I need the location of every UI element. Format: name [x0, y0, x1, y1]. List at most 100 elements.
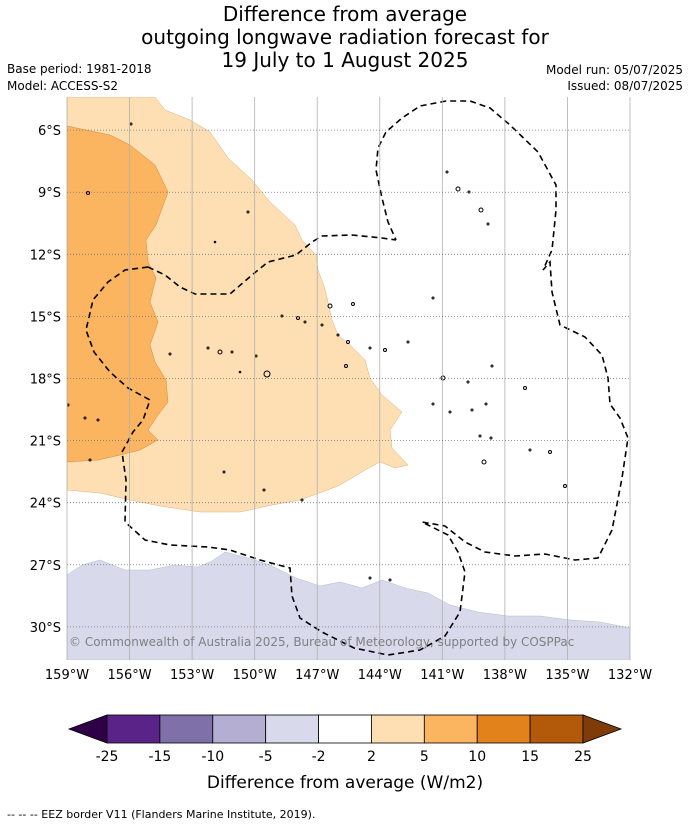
base-period-label: Base period: 1981-2018	[7, 62, 152, 76]
x-tick-label: 147°W	[295, 668, 339, 683]
y-tick-label: 12°S	[30, 248, 61, 263]
chart-title-line-3: 19 July to 1 August 2025	[221, 48, 469, 72]
y-tick-label: 21°S	[30, 435, 61, 450]
island-marker	[368, 576, 372, 580]
island-marker	[440, 375, 446, 381]
colorbar-swatch	[106, 714, 161, 744]
island-marker	[484, 402, 488, 406]
y-tick-label: 24°S	[30, 497, 61, 512]
y-tick-label: 30°S	[30, 621, 61, 636]
island-marker	[320, 323, 324, 327]
anomaly-region-5-to-10	[67, 125, 169, 463]
island-marker	[217, 349, 223, 355]
colorbar-tick-label: -10	[201, 749, 224, 765]
colorbar-tick-label: -2	[312, 749, 326, 765]
island-marker	[129, 122, 133, 126]
island-marker	[431, 296, 435, 300]
island-marker	[478, 434, 482, 438]
eez-border-footnote: -- -- -- EEZ border V11 (Flanders Marine…	[7, 808, 316, 821]
island-marker	[481, 459, 487, 465]
island-marker	[455, 186, 461, 192]
y-tick-label: 9°S	[38, 186, 61, 201]
longitude-ticks: 159°W 156°W 153°W 150°W 147°W 144°W 141°W 138°W…	[45, 668, 652, 683]
colorbar-swatch	[265, 714, 319, 744]
y-tick-label: 18°S	[30, 373, 61, 388]
island-marker	[168, 352, 172, 356]
island-marker	[351, 302, 355, 306]
colorbar-swatch	[371, 714, 425, 744]
island-markers	[67, 122, 567, 582]
x-tick-label: 150°W	[233, 668, 277, 683]
forecast-map: © Commonwealth of Australia 2025, Bureau…	[30, 97, 652, 793]
x-tick-label: 153°W	[170, 668, 214, 683]
island-marker	[445, 170, 449, 174]
island-marker	[528, 448, 532, 452]
island-marker	[206, 346, 210, 350]
colorbar-tick-label: 5	[420, 749, 429, 765]
copyright-notice: © Commonwealth of Australia 2025, Bureau…	[69, 635, 574, 649]
island-marker	[523, 386, 527, 390]
model-run-label: Model run: 05/07/2025	[545, 63, 683, 77]
island-marker	[83, 416, 87, 420]
island-marker	[88, 458, 92, 462]
colorbar-swatch	[529, 714, 584, 744]
island-marker	[548, 450, 552, 454]
island-marker	[368, 346, 372, 350]
x-tick-label: 132°W	[608, 668, 652, 683]
colorbar-extend-high	[582, 714, 623, 744]
island-marker	[67, 403, 70, 407]
island-marker	[327, 303, 333, 309]
island-marker	[478, 207, 484, 213]
island-marker	[238, 370, 242, 374]
island-marker	[303, 320, 307, 324]
colorbar-tick-label: 2	[367, 749, 376, 765]
island-marker	[406, 340, 410, 344]
island-marker	[490, 364, 494, 368]
island-marker	[388, 578, 392, 582]
colorbar-swatch	[212, 714, 267, 744]
model-label: Model: ACCESS-S2	[7, 79, 119, 93]
chart-title-line-2: outgoing longwave radiation forecast for	[141, 25, 549, 49]
island-marker	[344, 364, 348, 368]
map-fill-layer	[67, 97, 630, 660]
x-tick-label: 138°W	[483, 668, 527, 683]
map-gridlines	[66, 97, 631, 660]
issued-label: Issued: 08/07/2025	[567, 79, 683, 93]
island-marker	[466, 380, 470, 384]
y-tick-label: 6°S	[38, 124, 61, 139]
x-tick-label: 144°W	[358, 668, 402, 683]
island-marker	[563, 484, 567, 488]
cook-islands-eez-border	[85, 100, 629, 656]
island-marker	[383, 348, 387, 352]
colorbar-swatch	[423, 714, 478, 744]
island-marker	[336, 333, 340, 337]
island-marker	[96, 418, 100, 422]
colorbar: -25 -15 -10 -5 -2 2 5 10 15 25	[67, 714, 623, 765]
colorbar-tick-label: 10	[468, 749, 486, 765]
colorbar-tick-label: -5	[259, 749, 273, 765]
x-tick-label: 159°W	[45, 668, 89, 683]
island-marker	[489, 436, 493, 440]
island-marker	[213, 240, 217, 244]
island-marker	[222, 470, 226, 474]
island-marker	[346, 340, 350, 344]
island-marker	[448, 410, 452, 414]
island-marker	[470, 408, 474, 412]
y-tick-label: 27°S	[30, 559, 61, 574]
colorbar-swatch	[318, 714, 372, 744]
colorbar-tick-label: -25	[96, 749, 119, 765]
island-marker	[300, 498, 304, 502]
x-tick-label: 156°W	[107, 668, 151, 683]
colorbar-swatch	[159, 714, 214, 744]
island-marker	[86, 191, 90, 195]
island-marker	[230, 350, 234, 354]
island-marker	[246, 210, 250, 214]
colorbar-tick-label: -15	[148, 749, 171, 765]
colorbar-swatch	[476, 714, 531, 744]
colorbar-tick-label: 15	[521, 749, 539, 765]
x-tick-label: 141°W	[420, 668, 464, 683]
colorbar-tick-label: 25	[574, 749, 592, 765]
colorbar-extend-low	[67, 714, 108, 744]
y-tick-label: 15°S	[30, 310, 61, 325]
colorbar-title: Difference from average (W/m2)	[207, 773, 483, 793]
